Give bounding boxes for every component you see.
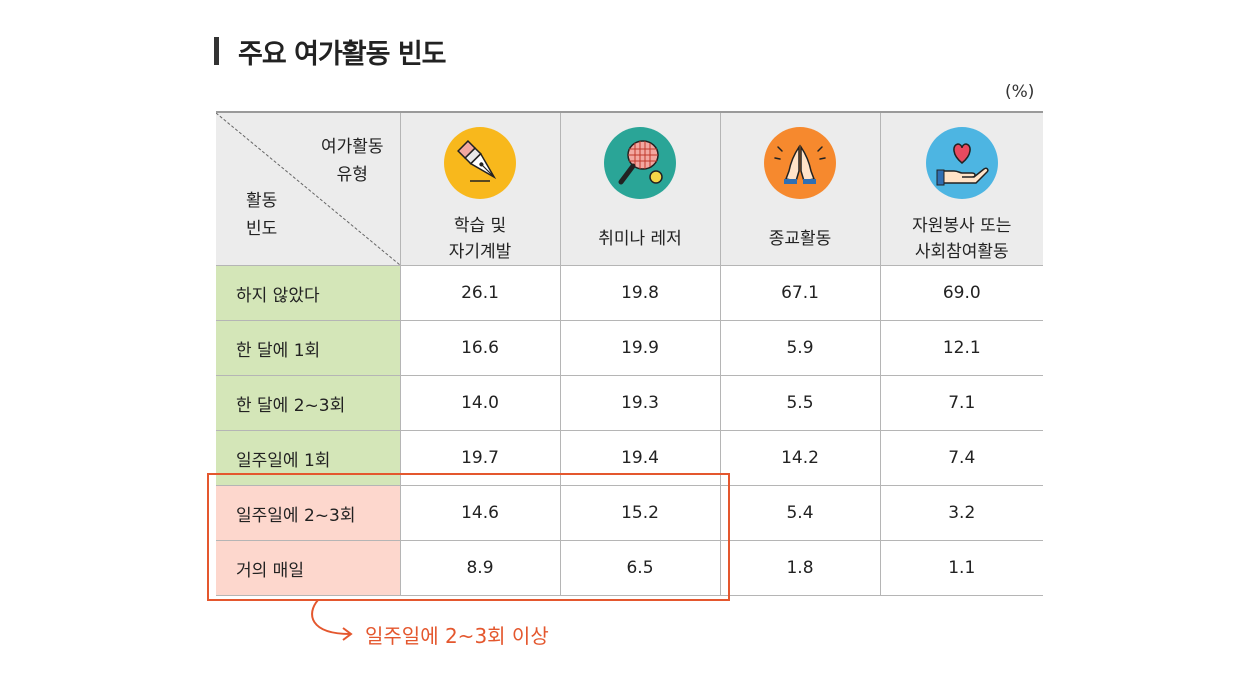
praying-hands-icon (764, 127, 836, 199)
highlight-box (207, 473, 730, 601)
row-label: 일주일에 1회 (216, 430, 401, 486)
table-cell: 19.7 (400, 430, 561, 486)
table-cell: 19.8 (560, 265, 721, 321)
table-cell: 7.1 (880, 375, 1043, 431)
column-label-line2: 자기계발 (448, 242, 512, 262)
column-header-volunteer: 자원봉사 또는 사회참여활동 (880, 111, 1043, 266)
table-row: 한 달에 2~3회 14.0 19.3 5.5 7.1 (216, 375, 1043, 431)
table-cell: 15.2 (560, 485, 721, 541)
corner-frequency-label: 활동 빈도 (246, 191, 278, 239)
pen-nib-icon (444, 127, 516, 199)
table-cell: 5.4 (720, 485, 881, 541)
table-cell: 12.1 (880, 320, 1043, 376)
row-label: 거의 매일 (216, 540, 401, 596)
page-title: 주요 여가활동 빈도 (238, 39, 447, 70)
corner-type-label: 여가활동 유형 (320, 137, 384, 185)
frequency-table: 여가활동 유형 활동 빈도 (216, 111, 1043, 596)
row-label: 한 달에 1회 (216, 320, 401, 376)
table-cell: 3.2 (880, 485, 1043, 541)
table-cell: 19.9 (560, 320, 721, 376)
table-row-highlighted: 거의 매일 8.9 6.5 1.8 1.1 (216, 540, 1043, 596)
table-row-highlighted: 일주일에 2~3회 14.6 15.2 5.4 3.2 (216, 485, 1043, 541)
heart-in-hand-icon (925, 127, 998, 199)
table-cell: 19.4 (560, 430, 721, 486)
table-cell: 19.3 (560, 375, 721, 431)
annotation-note: 일주일에 2~3회 이상 (365, 624, 549, 648)
table-cell: 6.5 (560, 540, 721, 596)
row-label: 하지 않았다 (216, 265, 401, 321)
column-header-study: 학습 및 자기계발 (400, 111, 561, 266)
table-cell: 69.0 (880, 265, 1043, 321)
row-label: 한 달에 2~3회 (216, 375, 401, 431)
table-cell: 14.2 (720, 430, 881, 486)
corner-header-cell: 여가활동 유형 활동 빈도 (216, 111, 401, 266)
table-cell: 14.0 (400, 375, 561, 431)
table-cell: 14.6 (400, 485, 561, 541)
column-label-line1: 자원봉사 또는 (912, 216, 1012, 236)
table-cell: 67.1 (720, 265, 881, 321)
table-row: 한 달에 1회 16.6 19.9 5.9 12.1 (216, 320, 1043, 376)
column-header-religion: 종교활동 (720, 111, 881, 266)
tennis-racket-icon (604, 127, 676, 199)
table-cell: 26.1 (400, 265, 561, 321)
column-label-line1: 학습 및 (453, 216, 507, 236)
table-cell: 7.4 (880, 430, 1043, 486)
curved-arrow-icon (311, 599, 353, 641)
table-row: 하지 않았다 26.1 19.8 67.1 69.0 (216, 265, 1043, 321)
table-cell: 1.8 (720, 540, 881, 596)
table-header-row: 여가활동 유형 활동 빈도 (216, 111, 1043, 266)
table-cell: 5.9 (720, 320, 881, 376)
column-label-line1: 종교활동 (768, 229, 832, 249)
unit-label: (%) (1005, 82, 1035, 102)
row-label: 일주일에 2~3회 (216, 485, 401, 541)
table-cell: 16.6 (400, 320, 561, 376)
column-header-hobby: 취미나 레저 (560, 111, 721, 266)
column-label-line2: 사회참여활동 (914, 242, 1009, 262)
column-label-line1: 취미나 레저 (598, 229, 682, 249)
table-row: 일주일에 1회 19.7 19.4 14.2 7.4 (216, 430, 1043, 486)
title-bar-accent (214, 37, 219, 65)
table-cell: 1.1 (880, 540, 1043, 596)
table-cell: 5.5 (720, 375, 881, 431)
table-cell: 8.9 (400, 540, 561, 596)
